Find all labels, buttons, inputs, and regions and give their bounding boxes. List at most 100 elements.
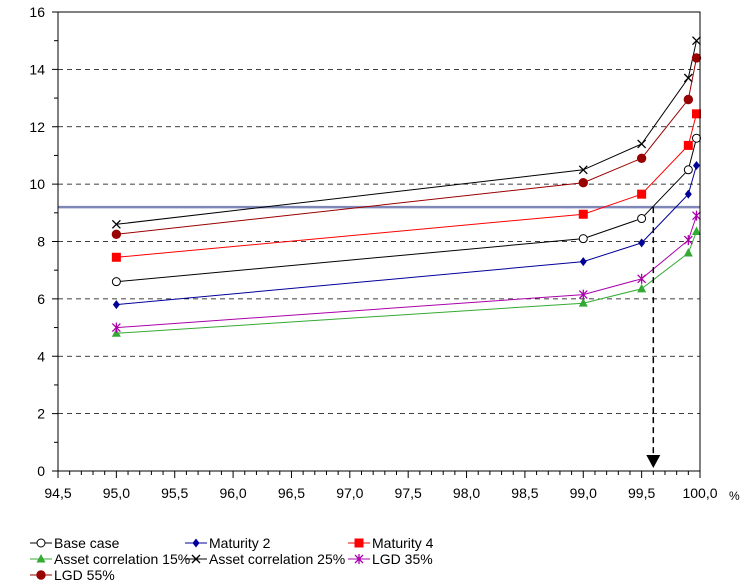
legend-swatch — [30, 538, 52, 548]
data-point — [579, 257, 587, 267]
data-point — [111, 252, 121, 262]
data-point — [638, 238, 646, 248]
arrow-layer — [646, 207, 661, 468]
data-point — [636, 153, 647, 164]
data-point — [691, 53, 702, 63]
x-tick-label: 99,5 — [628, 485, 655, 501]
x-tick-label: 99,0 — [570, 485, 597, 501]
arrow-head — [646, 455, 661, 468]
data-point — [692, 210, 701, 221]
x-tick-label: 96,5 — [278, 485, 305, 501]
data-point — [692, 160, 700, 170]
plot-frame — [57, 11, 701, 472]
series-line — [116, 231, 697, 334]
data-point — [684, 189, 692, 199]
series-base-case — [111, 133, 701, 287]
data-point — [683, 94, 694, 105]
legend-item: LGD 55% — [30, 567, 115, 583]
data-point — [111, 277, 121, 287]
y-tick-label: 12 — [29, 119, 45, 135]
legend-marker — [192, 538, 200, 548]
x-tick-label: 94,5 — [44, 485, 71, 501]
data-point — [111, 229, 122, 240]
legend-marker — [36, 554, 46, 563]
data-point — [683, 73, 693, 83]
legend-marker — [36, 570, 46, 580]
legend-swatch — [348, 538, 370, 548]
x-unit-label: % — [729, 489, 740, 503]
x-tick-label: 95,5 — [161, 485, 188, 501]
legend-label: Base case — [54, 535, 120, 551]
data-point — [683, 140, 693, 150]
data-point — [637, 139, 647, 149]
series-lgd-35- — [111, 210, 701, 333]
series-line — [116, 40, 697, 225]
data-point — [637, 189, 647, 199]
y-tick-label: 4 — [37, 348, 45, 364]
data-point — [637, 283, 647, 293]
x-tick-label: 98,0 — [453, 485, 480, 501]
data-point — [578, 289, 588, 300]
legend-label: Asset correlation 15% — [54, 551, 191, 567]
legend-label: LGD 55% — [54, 567, 115, 583]
legend-label: LGD 35% — [372, 551, 433, 567]
legend-marker — [354, 538, 364, 548]
data-point — [691, 226, 701, 235]
x-tick-label: 95,0 — [103, 485, 130, 501]
x-tick-label: 98,5 — [511, 485, 538, 501]
data-point — [683, 247, 693, 257]
series-asset-correlation-15- — [111, 226, 701, 337]
legend-item: LGD 35% — [348, 551, 433, 567]
legend-marker — [354, 554, 364, 564]
data-point — [691, 109, 701, 119]
legend-marker — [191, 554, 201, 564]
legend-marker — [36, 538, 46, 548]
legend-item: Maturity 2 — [185, 535, 270, 551]
x-tick-label: 97,0 — [336, 485, 363, 501]
y-tick-label: 10 — [29, 176, 45, 192]
data-point — [578, 165, 588, 175]
y-tick-label: 16 — [29, 4, 45, 20]
y-tick-label: 2 — [37, 406, 45, 422]
data-point — [111, 322, 121, 333]
data-point — [691, 133, 701, 143]
data-point — [578, 298, 588, 307]
axes: 94,5 95,0 95,5 96,0 96,5 97,0 97,5 98,0 98,5 99,0… — [29, 4, 740, 503]
series-maturity-2 — [112, 160, 700, 310]
series-lgd-55- — [111, 53, 702, 240]
y-tick-label: 6 — [37, 291, 45, 307]
legend-label: Asset correlation 25% — [209, 551, 346, 567]
data-point — [578, 209, 588, 219]
x-tick-label: 97,5 — [395, 485, 422, 501]
series-maturity-4 — [111, 109, 701, 262]
x-tick-label: 100,0 — [682, 485, 717, 501]
series-line — [116, 165, 697, 306]
legend-label: Maturity 4 — [372, 535, 434, 551]
y-tick-label: 0 — [37, 463, 45, 479]
series-asset-correlation-25- — [111, 36, 701, 229]
legend-swatch — [348, 554, 370, 564]
legend-swatch — [185, 554, 207, 564]
legend-swatch — [185, 538, 207, 548]
legend-item: Maturity 4 — [348, 535, 433, 551]
data-point — [111, 219, 121, 229]
y-tick-label: 14 — [29, 61, 45, 77]
legend-item: Asset correlation 15% — [30, 551, 190, 567]
data-point — [683, 165, 693, 175]
data-point — [578, 234, 588, 244]
data-point — [692, 36, 701, 46]
data-point — [683, 235, 693, 246]
y-tick-label: 8 — [37, 234, 45, 250]
legend-item: Base case — [30, 535, 119, 551]
data-point — [112, 300, 120, 310]
series-line — [116, 138, 697, 283]
series-line — [116, 113, 697, 258]
series-layer — [111, 36, 702, 337]
x-tick-label: 96,0 — [219, 485, 246, 501]
legend-swatch — [30, 570, 52, 580]
data-point — [637, 273, 647, 284]
series-line — [116, 215, 697, 329]
grid-lines — [58, 68, 700, 415]
data-point — [637, 214, 647, 224]
